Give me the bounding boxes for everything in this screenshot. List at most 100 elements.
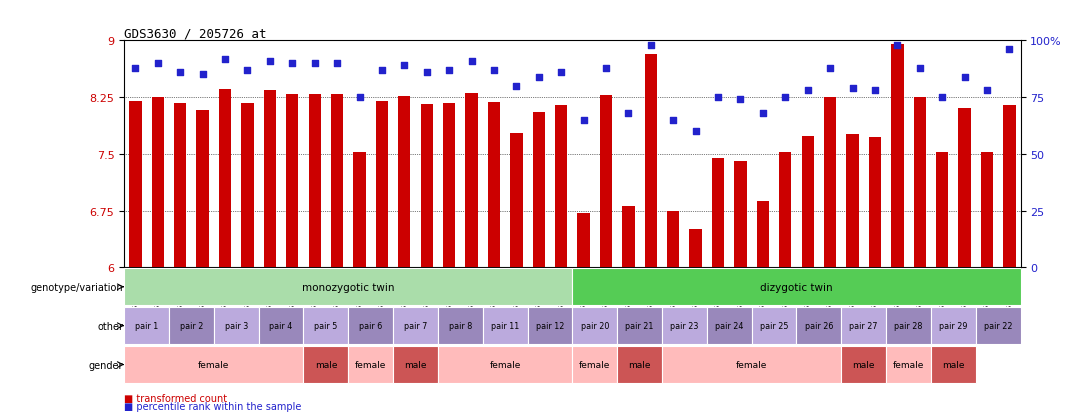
- Bar: [572, 346, 618, 383]
- Text: pair 21: pair 21: [625, 321, 653, 330]
- Point: [754, 110, 771, 117]
- Bar: [555, 105, 567, 268]
- Bar: [622, 206, 635, 268]
- Bar: [214, 307, 259, 344]
- Text: genotype/variation: genotype/variation: [30, 282, 123, 292]
- Point: [777, 95, 794, 101]
- Text: pair 20: pair 20: [581, 321, 609, 330]
- Point: [463, 58, 481, 65]
- Point: [732, 97, 750, 104]
- Bar: [488, 102, 500, 268]
- Bar: [801, 137, 814, 268]
- Point: [1001, 47, 1018, 54]
- Bar: [841, 307, 886, 344]
- Text: male: male: [314, 360, 337, 369]
- Point: [328, 61, 346, 67]
- Point: [664, 117, 681, 124]
- Bar: [617, 307, 662, 344]
- Point: [866, 88, 883, 95]
- Bar: [752, 307, 796, 344]
- Point: [620, 110, 637, 117]
- Text: male: male: [404, 360, 427, 369]
- Text: pair 29: pair 29: [940, 321, 968, 330]
- Text: pair 25: pair 25: [760, 321, 788, 330]
- Text: other: other: [97, 321, 123, 331]
- Bar: [886, 307, 931, 344]
- Text: pair 1: pair 1: [135, 321, 159, 330]
- Text: male: male: [852, 360, 875, 369]
- Bar: [532, 112, 545, 268]
- Text: pair 12: pair 12: [536, 321, 564, 330]
- Point: [643, 43, 660, 49]
- Bar: [981, 153, 994, 268]
- Bar: [309, 95, 321, 268]
- Bar: [197, 111, 208, 268]
- Point: [978, 88, 996, 95]
- Bar: [219, 90, 231, 268]
- Text: ■ transformed count: ■ transformed count: [124, 393, 227, 403]
- Bar: [796, 307, 841, 344]
- Point: [912, 65, 929, 72]
- Point: [441, 67, 458, 74]
- Bar: [868, 138, 881, 268]
- Bar: [824, 98, 836, 268]
- Text: male: male: [942, 360, 964, 369]
- Bar: [931, 307, 975, 344]
- Bar: [706, 307, 752, 344]
- Point: [418, 70, 435, 76]
- Bar: [527, 307, 572, 344]
- Text: pair 2: pair 2: [179, 321, 203, 330]
- Text: GDS3630 / 205726_at: GDS3630 / 205726_at: [124, 27, 267, 40]
- Point: [553, 70, 570, 76]
- Text: pair 11: pair 11: [491, 321, 519, 330]
- Point: [395, 63, 413, 69]
- Bar: [734, 162, 746, 268]
- Bar: [958, 109, 971, 268]
- Point: [374, 67, 391, 74]
- Point: [216, 56, 233, 63]
- Point: [530, 74, 548, 81]
- Text: female: female: [893, 360, 924, 369]
- Point: [933, 95, 950, 101]
- Text: female: female: [579, 360, 610, 369]
- Bar: [886, 346, 931, 383]
- Text: pair 3: pair 3: [225, 321, 248, 330]
- Bar: [712, 159, 725, 268]
- Bar: [599, 96, 612, 268]
- Bar: [757, 201, 769, 268]
- Bar: [399, 97, 410, 268]
- Bar: [124, 346, 303, 383]
- Bar: [662, 346, 841, 383]
- Point: [351, 95, 368, 101]
- Text: pair 8: pair 8: [448, 321, 472, 330]
- Text: female: female: [735, 360, 768, 369]
- Bar: [483, 307, 527, 344]
- Text: female: female: [198, 360, 230, 369]
- Point: [575, 117, 592, 124]
- Point: [149, 61, 166, 67]
- Bar: [241, 104, 254, 268]
- Point: [822, 65, 839, 72]
- Bar: [465, 94, 477, 268]
- Bar: [779, 153, 792, 268]
- Bar: [578, 214, 590, 268]
- Point: [889, 43, 906, 49]
- Text: female: female: [355, 360, 387, 369]
- Bar: [975, 307, 1021, 344]
- Bar: [393, 346, 438, 383]
- Bar: [931, 346, 975, 383]
- Point: [239, 67, 256, 74]
- Text: pair 4: pair 4: [269, 321, 293, 330]
- Bar: [353, 153, 366, 268]
- Bar: [438, 346, 572, 383]
- Point: [306, 61, 323, 67]
- Bar: [124, 268, 572, 306]
- Text: pair 7: pair 7: [404, 321, 428, 330]
- Point: [956, 74, 973, 81]
- Bar: [572, 268, 1021, 306]
- Point: [597, 65, 615, 72]
- Bar: [914, 98, 926, 268]
- Bar: [303, 346, 348, 383]
- Bar: [891, 45, 904, 268]
- Bar: [572, 307, 618, 344]
